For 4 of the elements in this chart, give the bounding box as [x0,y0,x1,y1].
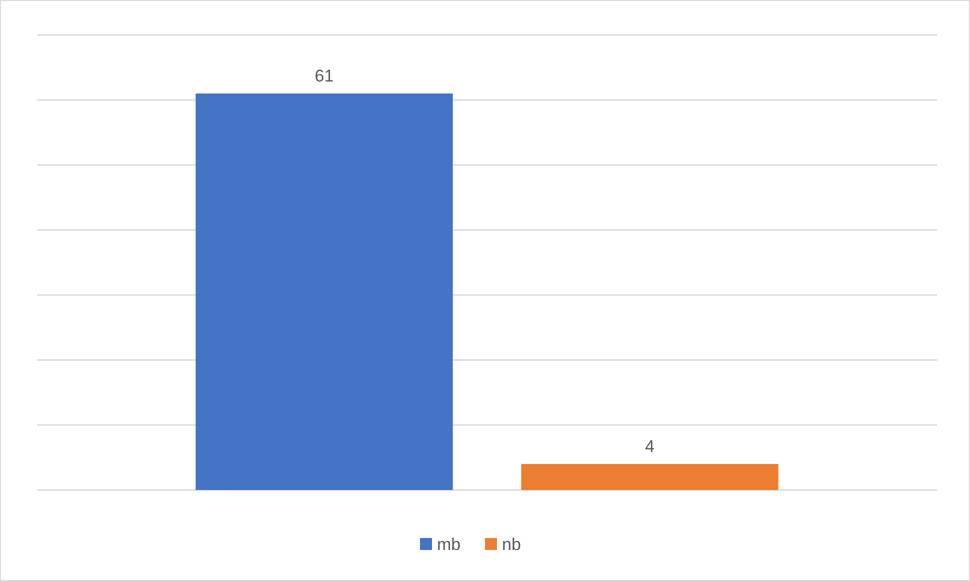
legend-label: mb [437,534,461,554]
data-label: 4 [645,437,655,456]
legend-label: nb [502,534,521,554]
data-label: 61 [314,66,334,86]
